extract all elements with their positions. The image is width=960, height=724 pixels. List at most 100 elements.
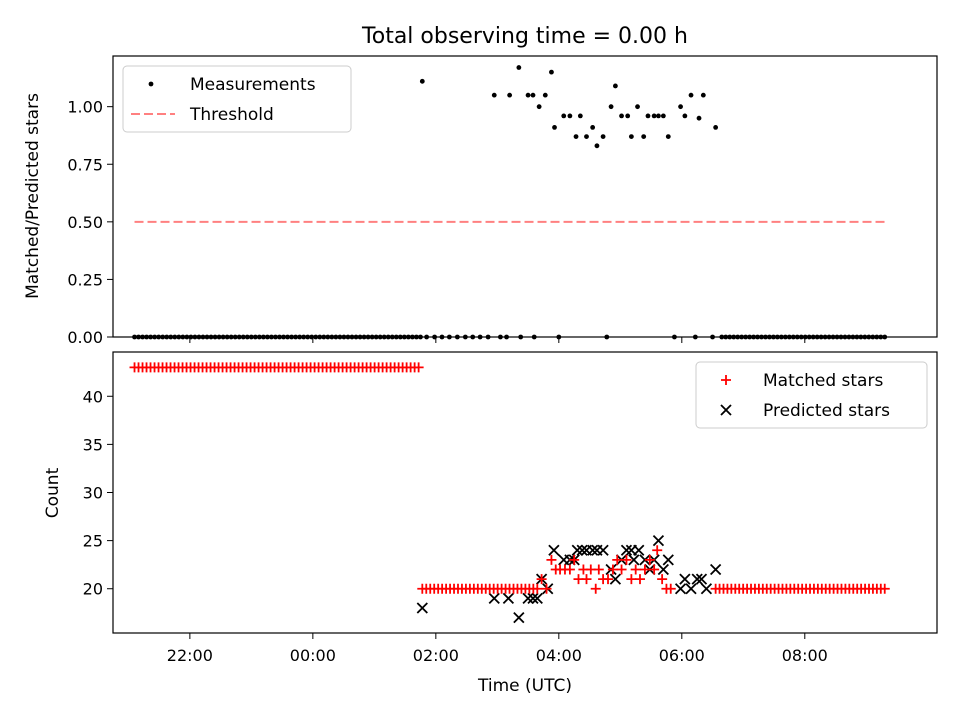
matched-point — [413, 362, 424, 373]
measurement-point — [244, 334, 250, 340]
predicted-point — [527, 592, 539, 604]
matched-point — [639, 564, 650, 575]
matched-point — [546, 554, 557, 565]
measurement-point — [305, 334, 311, 340]
measurement-point — [850, 334, 856, 340]
predicted-point — [587, 544, 599, 556]
measurement-point — [763, 334, 768, 340]
measurement-point — [281, 334, 286, 340]
measurement-point — [148, 334, 154, 340]
x-tick-label: 08:00 — [782, 646, 828, 665]
bottom-panel: Count Time (UTC) 22:00 00:00 02:00 04:00 06:… — [43, 351, 938, 696]
matched-point — [644, 554, 655, 565]
predicted-point — [691, 573, 703, 585]
measurement-point — [333, 334, 339, 340]
matched-point — [532, 583, 543, 594]
measurement-point — [144, 334, 150, 340]
measurement-point — [525, 92, 531, 98]
top-panel: Matched/Predicted stars 0.00 0.25 0.50 0.75… — [23, 55, 938, 347]
measurement-point — [692, 334, 698, 340]
measurement-point — [393, 334, 399, 340]
predicted-point — [502, 592, 515, 604]
y-tick-label: 40 — [83, 387, 103, 406]
matched-point — [564, 564, 575, 575]
measurement-point — [846, 334, 852, 340]
predicted-point — [576, 544, 588, 556]
measurement-point — [240, 334, 246, 340]
measurement-point — [838, 334, 844, 340]
measurement-point — [830, 334, 836, 340]
predicted-point — [709, 563, 722, 576]
top-ylabel: Matched/Predicted stars — [23, 93, 43, 299]
x-tick-label: 02:00 — [413, 646, 459, 665]
measurement-point — [573, 134, 579, 140]
matched-point — [652, 545, 663, 556]
measurement-point — [710, 334, 715, 340]
measurement-point — [858, 334, 864, 340]
measurement-point — [735, 334, 741, 340]
measurement-point — [549, 69, 554, 75]
measurement-point — [806, 334, 812, 340]
measurement-point — [470, 334, 476, 340]
measurement-point — [782, 334, 788, 340]
matched-point — [616, 564, 627, 575]
measurement-point — [635, 104, 640, 110]
measurement-point — [516, 65, 522, 70]
measurement-point — [184, 334, 190, 340]
measurement-point — [132, 334, 137, 340]
predicted-point — [522, 592, 534, 604]
matched-point — [607, 564, 618, 575]
matched-point — [541, 583, 552, 594]
measurement-point — [688, 92, 694, 98]
bottom-ylabel: Count — [43, 467, 63, 518]
legend-box — [122, 65, 352, 133]
measurement-point — [419, 78, 425, 84]
matched-point — [569, 554, 580, 565]
measurement-point — [256, 334, 262, 340]
measurement-point — [446, 334, 452, 340]
measurement-point — [612, 83, 618, 89]
measurement-point — [866, 334, 872, 340]
measurement-point — [180, 334, 186, 340]
measurement-point — [870, 334, 876, 340]
measurement-point — [156, 334, 162, 340]
predicted-point — [695, 573, 708, 585]
measurement-point — [751, 334, 756, 340]
measurement-point — [329, 334, 335, 340]
measurement-point — [297, 334, 303, 340]
measurement-point — [172, 334, 178, 340]
measurement-point — [385, 334, 391, 340]
y-tick-label: 0.25 — [67, 270, 103, 289]
measurement-point — [604, 334, 610, 340]
measurement-point — [373, 334, 379, 340]
measurement-point — [277, 334, 282, 340]
measurement-point — [236, 334, 242, 340]
matched-point — [649, 564, 660, 575]
measurement-point — [152, 334, 158, 340]
predicted-point — [628, 554, 640, 566]
measurement-point — [232, 334, 238, 340]
measurement-point — [802, 334, 808, 340]
matched-point — [626, 574, 637, 585]
measurement-point — [842, 334, 848, 340]
measurement-point — [216, 334, 222, 340]
measurement-point — [228, 334, 234, 340]
measurement-point — [168, 334, 174, 340]
measurement-point — [160, 334, 166, 340]
measurement-point — [665, 134, 671, 140]
measurement-point — [584, 134, 589, 140]
measurement-point — [577, 113, 583, 119]
measurement-point — [212, 334, 218, 340]
predicted-point — [700, 583, 713, 595]
measurement-point — [389, 334, 395, 340]
measurement-point — [353, 334, 359, 340]
predicted-point — [548, 544, 560, 556]
measurement-point — [397, 334, 403, 340]
matched-point — [621, 554, 632, 565]
legend-label-predicted: Predicted stars — [763, 401, 890, 421]
measurement-point — [719, 334, 725, 340]
measurement-point — [755, 334, 760, 340]
top-legend: Measurements Threshold — [122, 65, 352, 133]
bottom-xlabel: Time (UTC) — [477, 676, 572, 696]
predicted-point — [652, 534, 665, 547]
